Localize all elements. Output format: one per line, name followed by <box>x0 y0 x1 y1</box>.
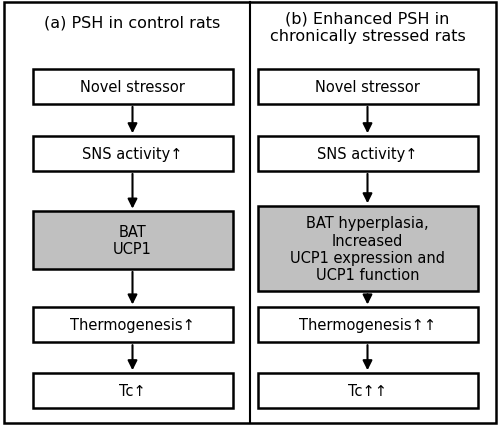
Text: Novel stressor: Novel stressor <box>80 80 185 95</box>
Bar <box>258 70 478 105</box>
Text: Novel stressor: Novel stressor <box>315 80 420 95</box>
Text: Tc↑↑: Tc↑↑ <box>348 383 387 398</box>
Text: BAT hyperplasia,
Increased
UCP1 expression and
UCP1 function: BAT hyperplasia, Increased UCP1 expressi… <box>290 216 445 283</box>
Bar <box>258 207 478 292</box>
Text: BAT
UCP1: BAT UCP1 <box>113 225 152 257</box>
Bar <box>32 212 232 269</box>
Bar <box>32 308 232 343</box>
Text: (a) PSH in control rats: (a) PSH in control rats <box>44 16 220 31</box>
Text: Thermogenesis↑: Thermogenesis↑ <box>70 317 195 333</box>
Bar <box>32 373 232 408</box>
Text: Tc↑: Tc↑ <box>119 383 146 398</box>
Bar <box>32 70 232 105</box>
Bar <box>258 137 478 172</box>
Text: Thermogenesis↑↑: Thermogenesis↑↑ <box>299 317 436 333</box>
Bar <box>258 308 478 343</box>
Text: (b) Enhanced PSH in
chronically stressed rats: (b) Enhanced PSH in chronically stressed… <box>270 12 466 44</box>
Bar <box>258 373 478 408</box>
Bar <box>32 137 232 172</box>
Text: SNS activity↑: SNS activity↑ <box>82 147 183 162</box>
Text: SNS activity↑: SNS activity↑ <box>318 147 418 162</box>
